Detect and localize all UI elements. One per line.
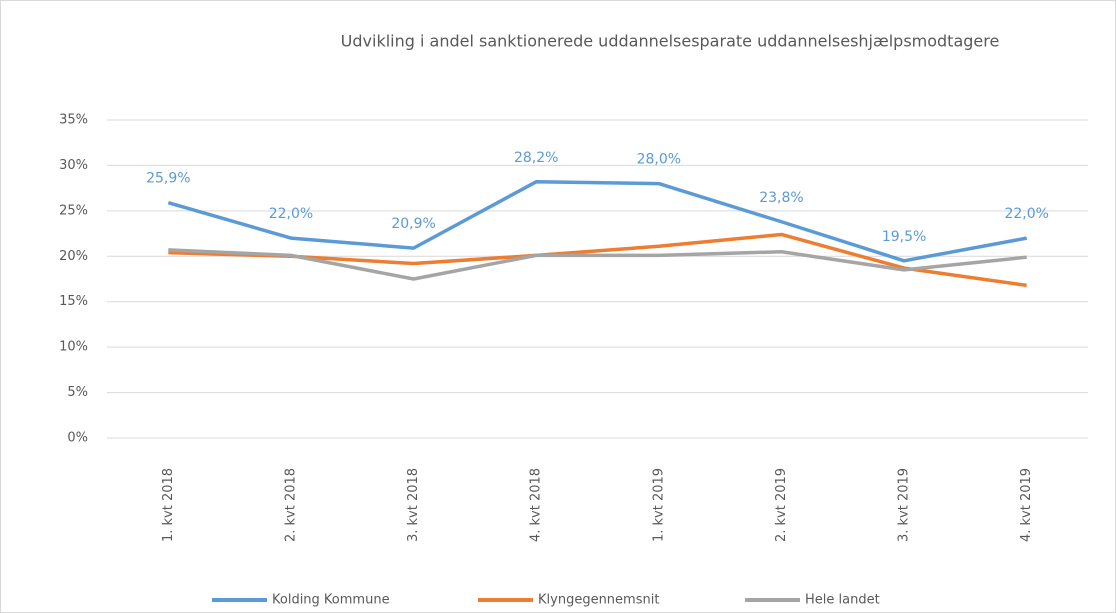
y-tick-label: 30% <box>59 158 88 173</box>
y-tick-label: 0% <box>67 431 88 446</box>
x-tick-label: 3. kvt 2019 <box>897 468 912 542</box>
y-tick-label: 25% <box>59 203 88 218</box>
x-tick-label: 3. kvt 2018 <box>406 468 421 542</box>
data-label: 25,9% <box>146 171 190 187</box>
legend-label: Kolding Kommune <box>272 593 390 608</box>
chart-title: Udvikling i andel sanktionerede uddannel… <box>341 32 1000 51</box>
x-tick-label: 2. kvt 2018 <box>283 468 298 542</box>
data-label: 20,9% <box>391 216 435 232</box>
x-tick-label: 4. kvt 2018 <box>529 468 544 542</box>
data-label: 28,2% <box>514 150 558 166</box>
series-line <box>168 232 1027 288</box>
y-tick-label: 15% <box>59 294 88 309</box>
data-label: 22,0% <box>269 206 313 222</box>
legend-label: Klyngegennemsnit <box>538 593 659 608</box>
series-line <box>167 180 1028 263</box>
series-line <box>168 248 1027 281</box>
legend-label: Hele landet <box>805 593 880 608</box>
data-label: 19,5% <box>882 229 926 245</box>
data-label: 23,8% <box>759 190 803 206</box>
data-label: 28,0% <box>637 152 681 168</box>
x-tick-label: 2. kvt 2019 <box>774 468 789 542</box>
x-tick-label: 1. kvt 2019 <box>651 468 666 542</box>
y-tick-label: 5% <box>67 385 88 400</box>
y-tick-label: 20% <box>59 249 88 264</box>
x-tick-label: 4. kvt 2019 <box>1019 468 1034 542</box>
y-tick-label: 35% <box>59 113 88 128</box>
data-label: 22,0% <box>1004 206 1048 222</box>
y-tick-label: 10% <box>59 340 88 355</box>
x-tick-label: 1. kvt 2018 <box>161 468 176 542</box>
